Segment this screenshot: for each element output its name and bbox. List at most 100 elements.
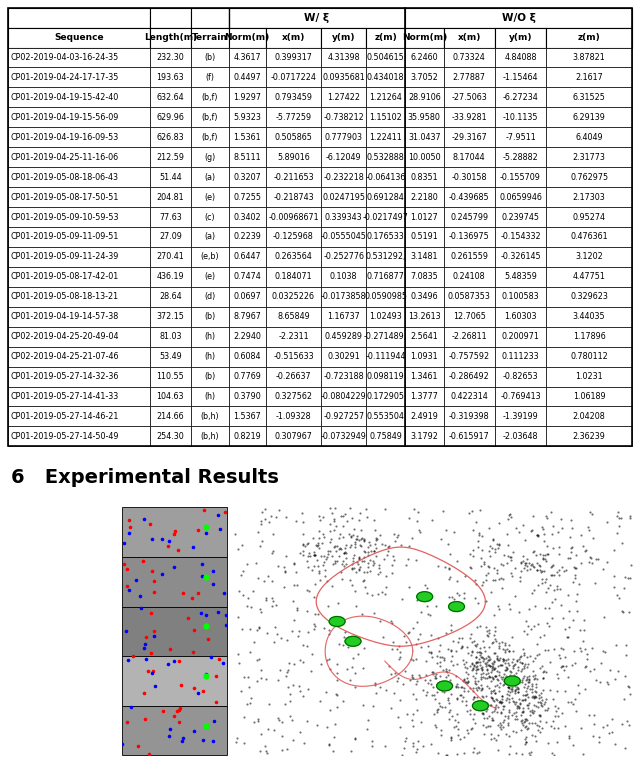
Point <box>476 674 486 686</box>
Point <box>467 722 477 734</box>
Point <box>164 729 175 742</box>
Point <box>518 719 529 731</box>
Bar <box>229 346 266 366</box>
Bar <box>546 108 632 127</box>
Point <box>472 646 482 658</box>
Bar <box>495 187 546 207</box>
Point <box>488 674 498 686</box>
Point <box>467 636 477 648</box>
Point <box>504 645 514 657</box>
Bar <box>150 187 191 207</box>
Bar <box>366 67 405 88</box>
Point <box>504 730 514 742</box>
Point <box>572 588 582 600</box>
Point <box>123 654 133 666</box>
Point <box>348 529 358 541</box>
Point <box>205 651 216 663</box>
Point <box>506 511 516 523</box>
Point <box>345 674 355 686</box>
Point <box>479 712 489 724</box>
Point <box>486 691 496 703</box>
Point <box>274 714 284 726</box>
Point <box>487 662 497 674</box>
Point <box>467 713 477 725</box>
Point <box>516 665 526 678</box>
Text: 193.63: 193.63 <box>157 73 184 82</box>
Point <box>533 529 543 541</box>
Point <box>533 559 543 571</box>
Point <box>213 607 223 619</box>
Point <box>605 664 615 676</box>
Point <box>343 641 353 653</box>
Text: 0.762975: 0.762975 <box>570 172 608 182</box>
Point <box>495 716 505 729</box>
Point <box>481 655 492 668</box>
Point <box>531 691 541 703</box>
Point <box>541 573 552 585</box>
Point <box>486 712 497 724</box>
Text: 8.17044: 8.17044 <box>453 153 486 162</box>
Point <box>503 710 513 723</box>
Point <box>456 598 467 610</box>
Bar <box>229 387 266 407</box>
Point <box>452 723 463 735</box>
Point <box>534 631 545 643</box>
Point <box>362 541 372 553</box>
Point <box>177 735 187 747</box>
Point <box>260 745 271 757</box>
Point <box>330 718 340 730</box>
Point <box>353 558 363 570</box>
Text: Terrain: Terrain <box>192 33 228 42</box>
Point <box>474 695 484 707</box>
Point <box>369 513 379 526</box>
Point <box>349 538 360 550</box>
Point <box>529 673 539 685</box>
Point <box>280 698 290 710</box>
Point <box>483 650 493 662</box>
Point <box>438 664 449 676</box>
Point <box>522 699 532 711</box>
Point <box>483 663 493 675</box>
Point <box>199 504 209 516</box>
Point <box>497 696 507 708</box>
Point <box>146 646 156 658</box>
Point <box>496 723 506 735</box>
Bar <box>546 207 632 227</box>
Bar <box>366 247 405 267</box>
Point <box>488 661 498 673</box>
Point <box>277 730 287 742</box>
Point <box>459 658 469 670</box>
Point <box>552 566 562 578</box>
Point <box>516 714 527 726</box>
Bar <box>546 387 632 407</box>
Point <box>485 720 495 732</box>
Point <box>273 674 284 687</box>
Point <box>270 621 280 633</box>
Point <box>513 681 523 694</box>
Point <box>375 615 385 627</box>
Point <box>298 545 308 557</box>
Bar <box>546 427 632 446</box>
Point <box>522 723 532 735</box>
Bar <box>546 47 632 67</box>
Point <box>252 654 262 666</box>
Point <box>233 542 243 555</box>
Point <box>529 584 540 596</box>
Point <box>294 685 305 697</box>
Point <box>536 687 546 700</box>
Point <box>230 736 241 748</box>
Point <box>333 531 344 543</box>
Point <box>479 728 489 740</box>
Point <box>570 572 580 584</box>
Point <box>262 627 273 639</box>
Point <box>277 743 287 755</box>
Point <box>463 647 473 659</box>
Point <box>451 670 461 682</box>
Point <box>481 574 492 586</box>
Point <box>527 678 537 691</box>
Bar <box>191 27 229 47</box>
Point <box>490 662 500 674</box>
Point <box>348 549 358 562</box>
Point <box>567 658 577 671</box>
Point <box>456 689 466 701</box>
